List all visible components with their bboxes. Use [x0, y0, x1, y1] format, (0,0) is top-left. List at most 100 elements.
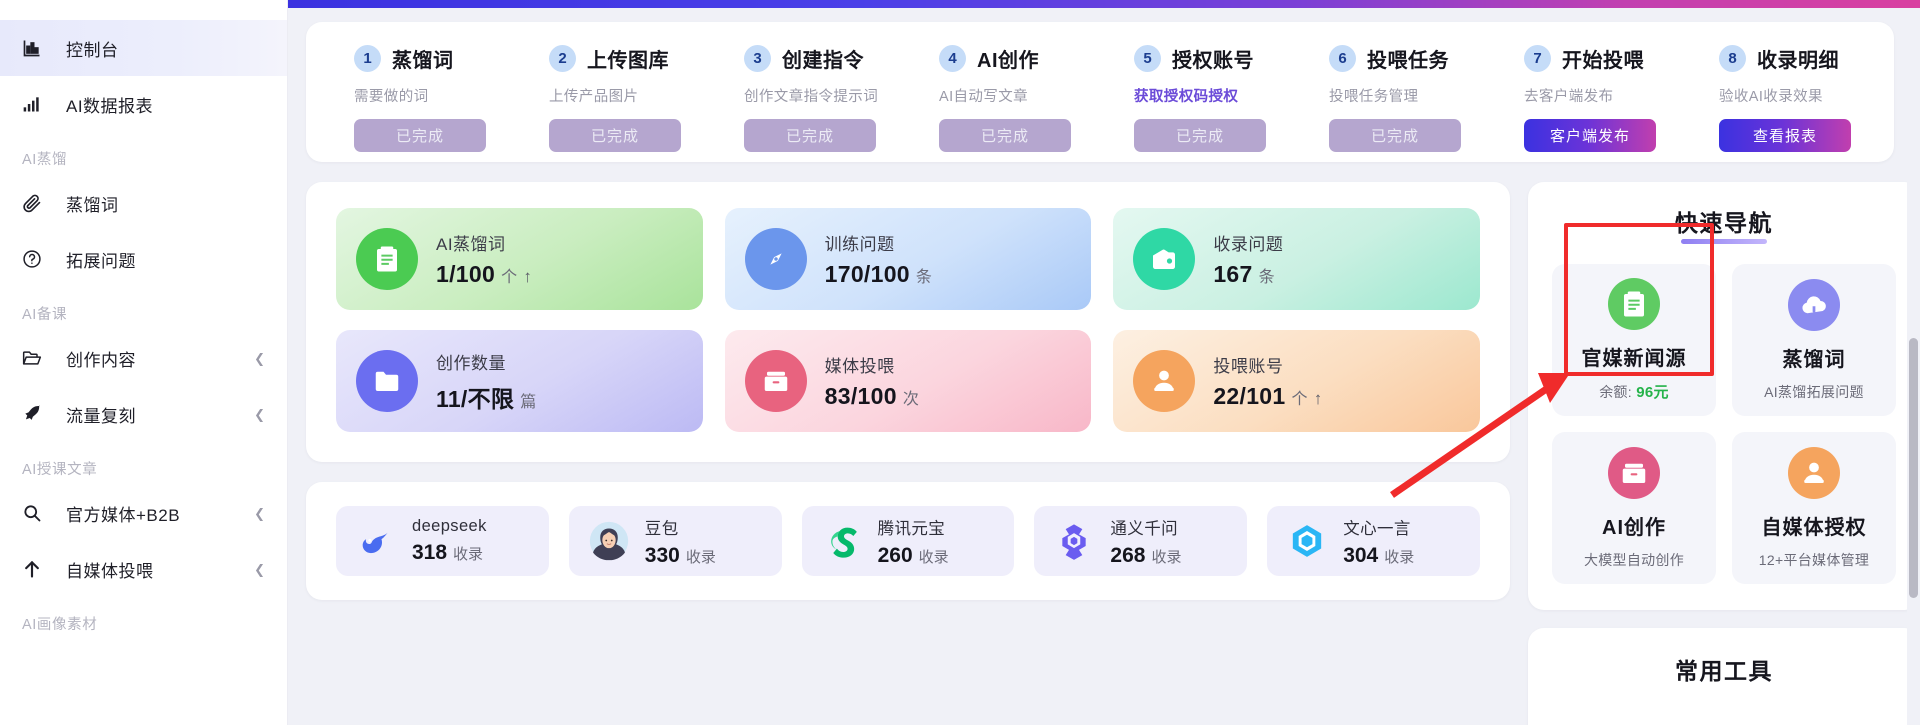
onboarding-steps-card: 1 蒸馏词 需要做的词 已完成 2 上传图库 上传产品图片 已完成 3 创建指令 创作文章指令提示词… [306, 22, 1894, 162]
step-description: 上传产品图片 [549, 89, 639, 105]
step-action-button[interactable]: 客户端发布 [1524, 119, 1656, 152]
wallet-icon [1133, 228, 1196, 290]
stat-unit: 个 [501, 269, 518, 286]
step-action-button[interactable]: 已完成 [939, 119, 1071, 152]
vertical-scrollbar-track[interactable] [1907, 8, 1920, 725]
step-action-button[interactable]: 已完成 [744, 119, 876, 152]
step-action-button[interactable]: 已完成 [549, 119, 681, 152]
model-text: deepseek 318 收录 [412, 517, 487, 565]
sidebar-item-10[interactable]: 自媒体投喂 ❮ [0, 541, 287, 597]
quick-nav-card-3[interactable]: 自媒体授权 12+平台媒体管理 [1732, 432, 1896, 584]
model-value-row: 330 收录 [645, 544, 716, 568]
quick-nav-card-title: AI创作 [1602, 516, 1666, 539]
stat-value-row: 83/100 次 [825, 383, 919, 410]
model-name: 腾讯元宝 [877, 519, 946, 538]
step-description: AI自动写文章 [939, 89, 1028, 105]
model-text: 豆包 330 收录 [645, 515, 716, 568]
wenxin-yiyan-icon [1285, 519, 1329, 563]
onboarding-step-4: 4 AI创作 AI自动写文章 已完成 [905, 44, 1100, 152]
model-value-row: 260 收录 [878, 544, 949, 568]
rocket-icon [22, 404, 48, 424]
stat-card-5[interactable]: 投喂账号 22/101 个 ↑ [1113, 330, 1480, 432]
compass-icon [744, 228, 807, 290]
tongyi-qianwen-icon [1052, 519, 1096, 563]
sidebar-item-6[interactable]: 创作内容 ❮ [0, 330, 287, 386]
sidebar-item-7[interactable]: 流量复刻 ❮ [0, 386, 287, 442]
quick-nav-card-0[interactable]: 官媒新闻源余额: 96元 [1552, 264, 1716, 416]
archive-icon [1608, 446, 1660, 499]
model-text: 腾讯元宝 260 收录 [878, 515, 949, 568]
stat-card-1[interactable]: 训练问题 170/100 条 [724, 208, 1092, 310]
step-description: 获取授权码授权 [1134, 89, 1239, 105]
ai-model-card-2[interactable]: 腾讯元宝 260 收录 [801, 506, 1015, 576]
step-title: 授权账号 [1172, 50, 1254, 72]
stat-value: 167 [1213, 261, 1253, 287]
model-unit: 收录 [1384, 548, 1415, 566]
sidebar-item-label: 创作内容 [66, 350, 136, 370]
signal-bars-icon [22, 94, 48, 114]
model-count: 330 [644, 543, 680, 567]
model-unit: 收录 [685, 548, 716, 566]
step-description: 验收AI收录效果 [1719, 89, 1823, 105]
quick-nav-card-title: 自媒体授权 [1761, 516, 1867, 539]
ai-model-card-3[interactable]: 通义千问 268 收录 [1034, 506, 1248, 576]
stat-value-row: 11/不限篇 [436, 380, 537, 414]
model-name: deepseek [412, 517, 487, 535]
step-number-badge: 5 [1134, 45, 1161, 72]
step-action-button[interactable]: 已完成 [354, 119, 486, 152]
sidebar-item-label: 自媒体投喂 [66, 561, 154, 581]
sidebar-item-4[interactable]: 拓展问题 [0, 231, 287, 287]
onboarding-step-7: 7 开始投喂 去客户端发布 客户端发布 [1490, 44, 1685, 152]
step-header: 5 授权账号 [1134, 44, 1295, 73]
stat-label: 媒体投喂 [824, 357, 895, 376]
stat-value: 170/100 [824, 261, 910, 287]
quick-nav-panel: 快速导航 官媒新闻源 余额: 96元 蒸馏词 AI蒸馏拓展问题 AI创作 大模型自动创作自… [1528, 182, 1920, 610]
stat-card-4[interactable]: 媒体投喂 83/100 次 [724, 330, 1092, 432]
sidebar-item-label: 拓展问题 [66, 251, 136, 271]
onboarding-step-1: 1 蒸馏词 需要做的词 已完成 [320, 44, 515, 152]
model-count: 304 [1343, 543, 1379, 567]
model-value-row: 304 收录 [1343, 544, 1414, 568]
stat-text: 训练问题 170/100 条 [825, 230, 933, 288]
quick-nav-card-balance: 余额: 96元 [1599, 381, 1669, 402]
sidebar-item-label: AI数据报表 [66, 96, 154, 116]
sidebar-item-label: 蒸馏词 [66, 195, 119, 215]
ai-model-card-4[interactable]: 文心一言 304 收录 [1267, 506, 1480, 576]
stat-card-2[interactable]: 收录问题 167 条 [1113, 208, 1480, 310]
sidebar-item-9[interactable]: 官方媒体+B2B ❮ [0, 485, 287, 541]
step-number-badge: 6 [1329, 45, 1356, 72]
stat-text: 投喂账号 22/101 个 ↑ [1213, 352, 1322, 410]
quick-nav-card-2[interactable]: AI创作 大模型自动创作 [1552, 432, 1716, 584]
stat-value: 22/101 [1213, 383, 1286, 409]
sidebar-item-1[interactable]: AI数据报表 [0, 76, 287, 132]
step-action-button[interactable]: 查看报表 [1719, 119, 1851, 152]
stat-label: 训练问题 [824, 235, 895, 254]
stat-value-row: 22/101 个 ↑ [1213, 383, 1322, 410]
content-right-column: 快速导航 官媒新闻源 余额: 96元 蒸馏词 AI蒸馏拓展问题 AI创作 大模型自动创作自… [1528, 182, 1920, 725]
step-description: 需要做的词 [354, 89, 429, 105]
stat-unit: 条 [915, 269, 933, 286]
sidebar-item-0[interactable]: 控制台 [0, 20, 287, 76]
stat-label: 创作数量 [436, 353, 506, 373]
ai-model-card-1[interactable]: 豆包 330 收录 [568, 506, 782, 576]
step-action-button[interactable]: 已完成 [1134, 119, 1266, 152]
step-header: 8 收录明细 [1719, 44, 1880, 73]
ai-model-card-0[interactable]: deepseek 318 收录 [336, 506, 549, 576]
chevron-right-icon: ❮ [254, 350, 265, 366]
quick-nav-card-1[interactable]: 蒸馏词 AI蒸馏拓展问题 [1732, 264, 1896, 416]
sidebar-item-3[interactable]: 蒸馏词 [0, 175, 287, 231]
onboarding-step-8: 8 收录明细验收AI收录效果查看报表 [1685, 44, 1880, 152]
vertical-scrollbar-thumb[interactable] [1909, 338, 1918, 598]
trend-arrow-icon: ↑ [1313, 389, 1323, 408]
stat-card-0[interactable]: AI蒸馏词 1/100 个 ↑ [336, 208, 703, 310]
trend-arrow-icon: ↑ [523, 267, 533, 286]
step-action-button[interactable]: 已完成 [1329, 119, 1461, 152]
model-name: 通义千问 [1110, 519, 1178, 538]
step-number-badge: 8 [1719, 45, 1746, 72]
quick-nav-card-title: 官媒新闻源 [1581, 348, 1687, 370]
step-title: 创建指令 [782, 50, 864, 72]
folder-icon [356, 350, 418, 412]
stat-card-3[interactable]: 创作数量 11/不限篇 [336, 330, 703, 432]
stat-label: 收录问题 [1213, 235, 1284, 254]
step-title: 上传图库 [587, 50, 669, 72]
